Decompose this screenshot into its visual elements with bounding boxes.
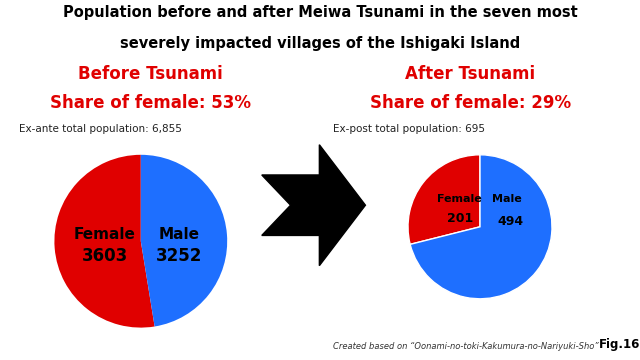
- Text: severely impacted villages of the Ishigaki Island: severely impacted villages of the Ishiga…: [120, 36, 520, 51]
- Text: After Tsunami: After Tsunami: [405, 65, 536, 83]
- Text: Male: Male: [158, 227, 199, 242]
- Wedge shape: [141, 155, 227, 327]
- Wedge shape: [408, 155, 480, 244]
- Text: 494: 494: [497, 215, 524, 228]
- Text: Ex-post total population: 695: Ex-post total population: 695: [333, 124, 485, 134]
- Text: Share of female: 29%: Share of female: 29%: [370, 94, 571, 112]
- Wedge shape: [54, 155, 155, 328]
- Text: Female: Female: [74, 227, 136, 242]
- Text: Female: Female: [438, 194, 482, 204]
- Text: 3603: 3603: [81, 247, 127, 265]
- Text: Created based on “Oonami-no-toki-Kakumura-no-Nariyuki-Sho”: Created based on “Oonami-no-toki-Kakumur…: [333, 342, 598, 351]
- Polygon shape: [262, 145, 365, 266]
- Text: Share of female: 53%: Share of female: 53%: [50, 94, 251, 112]
- Text: Ex-ante total population: 6,855: Ex-ante total population: 6,855: [19, 124, 182, 134]
- Wedge shape: [410, 155, 552, 299]
- Text: 201: 201: [447, 212, 473, 225]
- Text: Before Tsunami: Before Tsunami: [78, 65, 223, 83]
- Text: Fig.16: Fig.16: [598, 338, 640, 351]
- Text: Population before and after Meiwa Tsunami in the seven most: Population before and after Meiwa Tsunam…: [63, 5, 577, 21]
- Text: 3252: 3252: [156, 247, 202, 265]
- Text: Male: Male: [493, 194, 522, 204]
